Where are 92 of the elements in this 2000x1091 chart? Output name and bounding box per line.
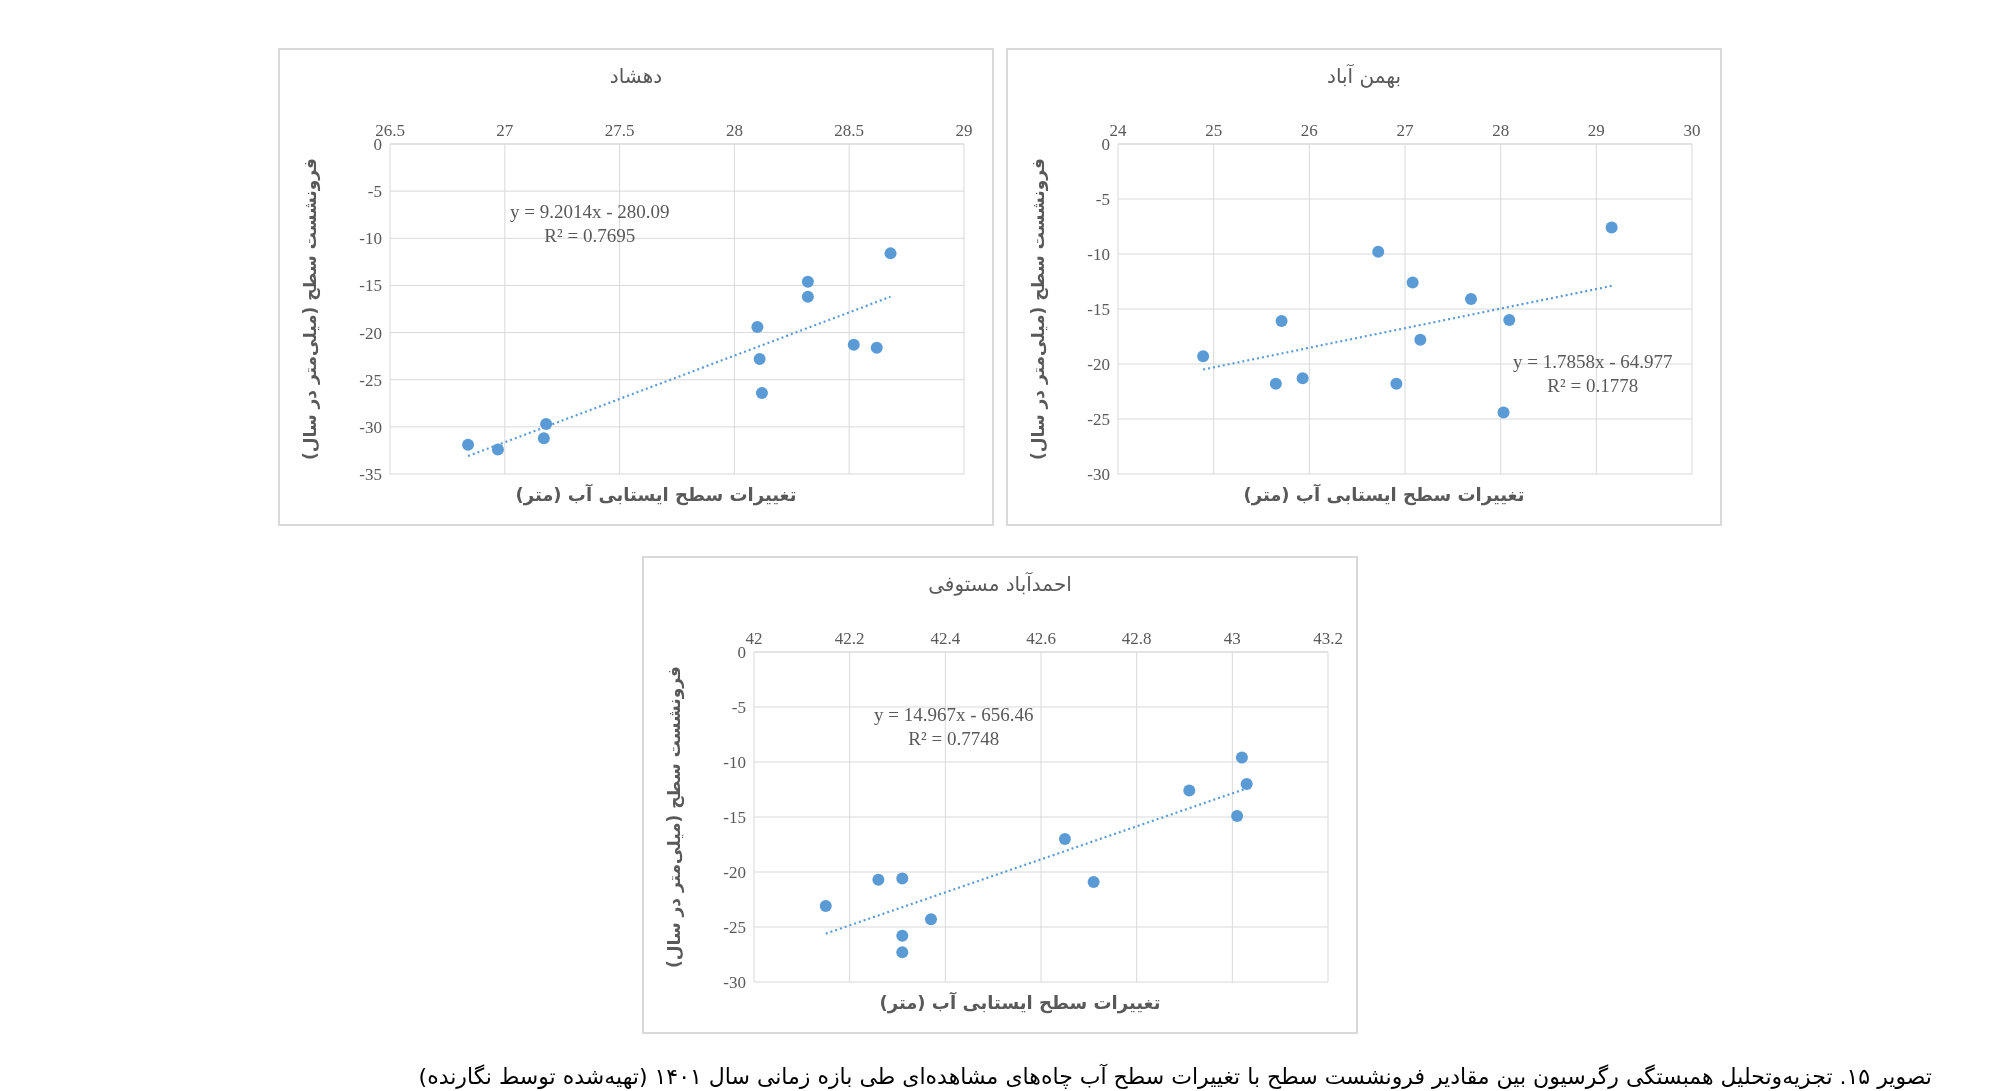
x-tick-label: 25 xyxy=(1205,121,1223,140)
chart-title: دهشاد xyxy=(608,64,664,90)
annotation: y = 9.2014x - 280.09 xyxy=(510,200,670,224)
y-tick-label: -35 xyxy=(359,465,382,485)
point xyxy=(755,386,768,399)
y-tick-label: -25 xyxy=(359,370,382,390)
x-tick-label: 29 xyxy=(955,121,973,140)
point xyxy=(537,432,550,445)
point xyxy=(491,443,504,456)
y-tick-label: -20 xyxy=(359,323,382,343)
annotation: R² = 0.1778 xyxy=(1546,374,1640,398)
y-tick-label: -10 xyxy=(1087,245,1110,265)
point xyxy=(1372,245,1385,258)
annotation: R² = 0.7695 xyxy=(543,224,637,248)
point xyxy=(1414,333,1427,346)
y-tick-label: -30 xyxy=(723,973,746,993)
point xyxy=(896,872,909,885)
point xyxy=(540,418,553,431)
point xyxy=(1296,372,1309,385)
chart-title: احمدآباد مستوفی xyxy=(927,572,1073,598)
x-tick-label: 42.4 xyxy=(930,629,961,648)
point xyxy=(1275,315,1288,328)
x-tick-label: 28 xyxy=(1492,121,1510,140)
annotation: y = 14.967x - 656.46 xyxy=(874,703,1034,727)
y-tick-label: -5 xyxy=(367,182,382,202)
point xyxy=(1503,314,1516,326)
x-axis-title: تغییرات سطح ایستابی آب (متر) xyxy=(878,992,1162,1016)
point xyxy=(1087,875,1100,888)
y-tick-label: -15 xyxy=(359,276,382,296)
y-tick-label: -30 xyxy=(1087,465,1110,485)
y-tick-label: 0 xyxy=(737,643,746,663)
x-tick-label: 27.5 xyxy=(604,121,635,140)
point xyxy=(462,438,475,451)
y-axis-title: فرونشست سطح (میلی‌متر در سال) xyxy=(300,158,322,460)
y-tick-label: -20 xyxy=(723,863,746,883)
point xyxy=(884,247,897,260)
y-axis-title: فرونشست سطح (میلی‌متر در سال) xyxy=(664,666,686,968)
point xyxy=(1605,221,1618,234)
chart-title: بهمن آباد xyxy=(1325,64,1403,90)
point xyxy=(896,946,909,959)
x-tick-label: 42.6 xyxy=(1026,629,1056,648)
y-tick-label: -5 xyxy=(731,698,746,718)
point xyxy=(1235,751,1248,764)
point xyxy=(751,320,764,333)
x-tick-label: 42.2 xyxy=(834,629,865,648)
point xyxy=(1197,350,1210,363)
point xyxy=(1390,377,1403,390)
y-tick-label: -20 xyxy=(1087,355,1110,375)
x-tick-label: 43.2 xyxy=(1313,629,1343,648)
point xyxy=(870,341,883,354)
point xyxy=(1058,833,1071,845)
point xyxy=(1231,809,1244,822)
point xyxy=(1465,293,1478,306)
x-tick-label: 30 xyxy=(1683,121,1701,140)
y-tick-label: -25 xyxy=(1087,410,1110,430)
y-tick-label: 0 xyxy=(1101,135,1110,155)
x-tick-label: 27 xyxy=(1396,121,1414,140)
y-tick-label: -15 xyxy=(723,808,746,828)
point xyxy=(1240,778,1253,790)
point xyxy=(819,900,832,913)
point xyxy=(847,338,860,351)
x-tick-label: 29 xyxy=(1587,121,1605,140)
x-tick-label: 42.8 xyxy=(1121,629,1152,648)
y-tick-label: -10 xyxy=(359,229,382,249)
text: تصویر ۱۵. تجزیه‌وتحلیل همبستگی رگرسیون بین مقادیر فرونشست سطح با تغییرات سطح آب چاه‌های مشاهده‌ای طی بازه زمانی سال ۱۴۰۱ (تهیه‌شده توسط نگارنده) xyxy=(417,1064,1933,1089)
point xyxy=(801,290,814,303)
x-tick-label: 24 xyxy=(1109,121,1127,140)
point xyxy=(1183,784,1196,797)
y-tick-label: -10 xyxy=(723,753,746,773)
point xyxy=(872,873,885,886)
y-tick-label: -30 xyxy=(359,417,382,437)
y-tick-label: -15 xyxy=(1087,300,1110,320)
y-tick-label: -5 xyxy=(1095,190,1110,210)
x-tick-label: 28 xyxy=(725,121,743,140)
point xyxy=(1497,406,1510,419)
annotation: R² = 0.7748 xyxy=(907,727,1001,751)
point xyxy=(1406,276,1419,289)
point xyxy=(1269,377,1282,390)
point xyxy=(896,929,909,942)
y-tick-label: -25 xyxy=(723,918,746,938)
y-axis-title: فرونشست سطح (میلی‌متر در سال) xyxy=(1028,158,1050,460)
point xyxy=(753,352,766,365)
x-axis-title: تغییرات سطح ایستابی آب (متر) xyxy=(1242,484,1526,508)
x-axis-title: تغییرات سطح ایستابی آب (متر) xyxy=(514,484,798,508)
annotation: y = 1.7858x - 64.977 xyxy=(1513,350,1673,374)
x-tick-label: 27 xyxy=(496,121,514,140)
point xyxy=(801,275,814,288)
x-tick-label: 42 xyxy=(745,629,763,648)
x-tick-label: 43 xyxy=(1223,629,1241,648)
x-tick-label: 28.5 xyxy=(834,121,865,140)
x-tick-label: 26 xyxy=(1300,121,1318,140)
point xyxy=(924,913,937,926)
